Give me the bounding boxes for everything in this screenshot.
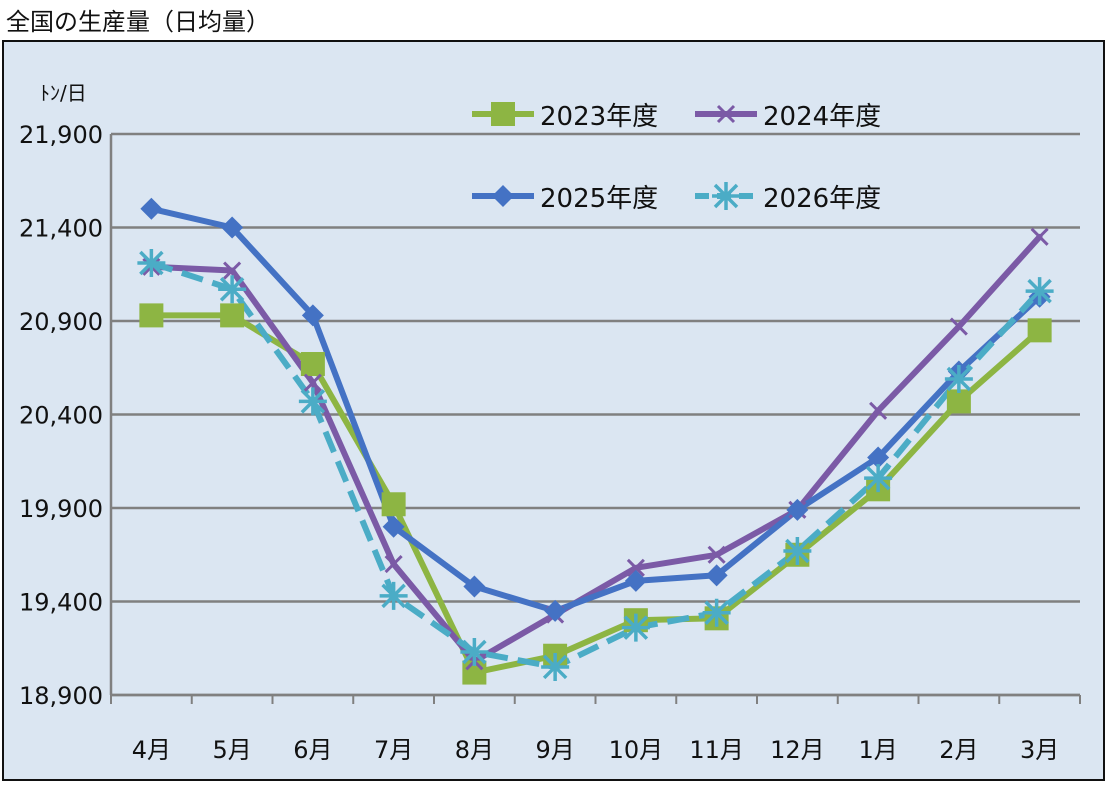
- data-point: [867, 446, 890, 469]
- data-point: [705, 564, 728, 587]
- legend-label: 2024年度: [763, 102, 881, 132]
- data-point: [946, 389, 971, 414]
- data-point: [1027, 318, 1052, 343]
- legend-marker: [716, 104, 736, 124]
- data-point: [1030, 227, 1049, 246]
- data-point: [221, 216, 244, 239]
- axes: [109, 134, 1081, 704]
- data-point: [949, 317, 968, 336]
- x-tick-label: 7月: [374, 736, 413, 764]
- x-tick-label: 12月: [770, 736, 825, 764]
- data-point: [1025, 277, 1054, 306]
- data-point: [384, 555, 403, 574]
- gridlines: [111, 132, 1080, 697]
- data-point: [944, 364, 973, 393]
- series-line-1: [148, 312, 1043, 676]
- y-tick-label: 18,900: [19, 682, 103, 710]
- data-point: [379, 581, 408, 610]
- series-line-3: [148, 205, 1043, 614]
- y-tick-label: 21,400: [19, 215, 103, 243]
- series-lines: [148, 205, 1043, 676]
- data-point: [381, 492, 406, 517]
- data-point: [303, 373, 322, 392]
- x-tick-label: 8月: [455, 736, 494, 764]
- x-tick-label: 9月: [535, 736, 574, 764]
- x-tick-label: 3月: [1020, 736, 1059, 764]
- x-tick-label: 4月: [132, 736, 171, 764]
- data-point: [702, 598, 731, 627]
- y-tick-label: 20,400: [19, 402, 103, 430]
- x-tick-label: 6月: [293, 736, 332, 764]
- legend-label: 2025年度: [540, 184, 658, 214]
- data-point: [864, 464, 893, 493]
- legend-marker: [492, 185, 514, 207]
- data-point: [621, 613, 650, 642]
- y-tick-label: 20,900: [19, 308, 103, 336]
- data-point: [463, 575, 486, 598]
- x-tick-labels: 4月 5月 6月 7月 8月 9月 10月 11月 12月 1月 2月 3月: [132, 736, 1060, 764]
- data-point: [783, 537, 812, 566]
- x-tick-label: 2月: [939, 736, 978, 764]
- data-point: [626, 558, 645, 577]
- x-tick-label: 10月: [609, 736, 664, 764]
- x-tick-label: 11月: [689, 736, 744, 764]
- data-point: [139, 303, 164, 328]
- data-point: [786, 498, 809, 521]
- legend-marker: [491, 102, 515, 126]
- x-tick-label: 1月: [858, 736, 897, 764]
- legend-label: 2026年度: [763, 184, 881, 214]
- x-tick-label: 5月: [212, 736, 251, 764]
- data-point: [869, 401, 888, 420]
- data-point: [223, 261, 242, 280]
- data-point: [544, 599, 567, 622]
- data-point: [707, 545, 726, 564]
- data-point: [218, 275, 247, 304]
- data-point: [541, 652, 570, 681]
- legend-marker: [712, 182, 740, 210]
- series-line-2: [148, 233, 1043, 665]
- page-title: 全国の生産量（日均量）: [6, 8, 270, 36]
- data-point: [140, 197, 163, 220]
- data-point: [298, 387, 327, 416]
- data-point: [624, 569, 647, 592]
- data-point: [137, 249, 166, 278]
- y-tick-label: 19,400: [19, 589, 103, 617]
- series-markers: [137, 197, 1054, 685]
- legend-label: 2023年度: [540, 102, 658, 132]
- data-point: [301, 304, 324, 327]
- data-point: [382, 515, 405, 538]
- y-tick-labels: 18,900 19,400 19,900 20,400 20,900 21,400 21,9…: [19, 121, 103, 710]
- y-unit-label: ﾄﾝ/日: [40, 81, 87, 105]
- legend: 2023年度 2024年度 2025年度 2026年度: [472, 102, 881, 214]
- y-tick-label: 19,900: [19, 495, 103, 523]
- data-point: [220, 303, 245, 328]
- data-point: [300, 352, 325, 377]
- y-tick-label: 21,900: [19, 121, 103, 149]
- series-line-4: [150, 260, 1042, 670]
- data-point: [460, 637, 489, 666]
